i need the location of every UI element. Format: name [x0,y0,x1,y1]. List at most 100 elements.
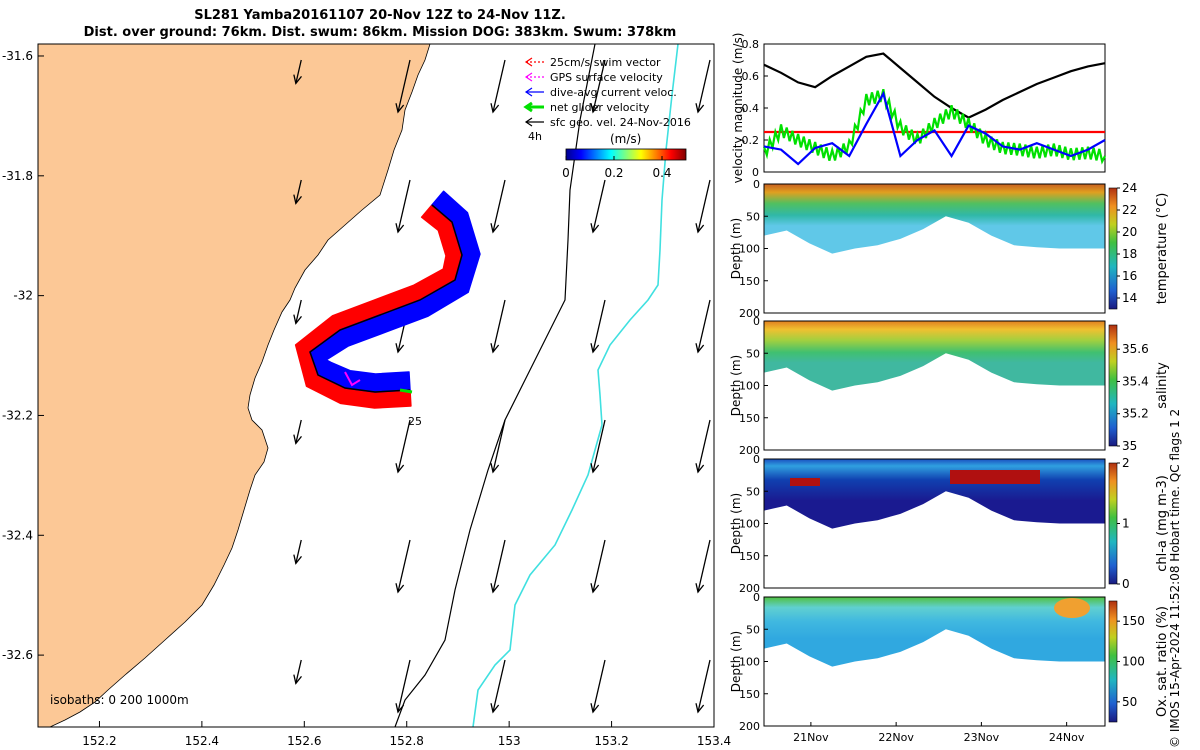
section-ytick-label: 150 [739,550,760,563]
velocity-series-net [762,88,1106,165]
sfc-velocity-arrow-head [395,583,405,594]
section-ytick-label: 150 [739,688,760,701]
section-colorbar-tick-label: 20 [1122,225,1137,239]
sfc-velocity-arrow [295,539,302,564]
figure-title-line1: SL281 Yamba20161107 20-Nov 12Z to 24-Nov… [194,8,566,23]
section-ytick-label: 100 [739,380,760,393]
glider-track-line [309,204,463,393]
isobaths-label: isobaths: 0 200 1000m [50,693,189,707]
sfc-velocity-arrow [592,539,606,593]
sfc-velocity-arrow [397,419,411,473]
section-colorbar-label: Ox. sat. ratio (%) [1155,606,1170,717]
sfc-velocity-arrow-head [695,703,705,714]
chla-high-patch [950,470,990,484]
legend-swatch-head [523,101,533,113]
map-xtick-label: 152.6 [287,734,321,748]
legend-swatch-head [524,117,533,127]
section-ytick-label: 100 [739,243,760,256]
sfc-velocity-arrow-head [695,223,705,234]
chla-high-patch [790,478,820,486]
figure-title-line2: Dist. over ground: 76km. Dist. swum: 86k… [83,25,677,40]
sfc-velocity-arrow [295,299,302,324]
velocity-ytick-label: 0.4 [742,102,760,115]
velocity-ytick-label: 0.6 [742,70,760,83]
section-ytick-label: 50 [746,210,760,223]
section-colorbar-tick-label: 35 [1122,439,1137,453]
map-xtick-label: 153 [498,734,521,748]
section-colorbar-label: chl-a (mg m-3) [1155,475,1170,572]
section-colorbar-tick-label: 100 [1122,655,1145,669]
legend-label: dive-avg current veloc. [550,86,677,99]
colorbar-title: (m/s) [610,132,641,146]
section-colorbar [1108,324,1118,447]
sfc-velocity-arrow-head [695,583,705,594]
sfc-velocity-arrow-head [293,434,302,445]
sfc-velocity-arrow [697,539,711,593]
sfc-velocity-arrow [492,539,506,593]
sfc-velocity-arrow [492,179,506,233]
sfc-velocity-arrow-head [590,463,600,474]
sfc-velocity-arrow [592,299,606,353]
sfc-velocity-arrow [397,179,411,233]
map-xtick-label: 153.2 [594,734,628,748]
section-colorbar-tick-label: 35.6 [1122,342,1149,356]
map-xtick-label: 152.2 [82,734,116,748]
sfc-velocity-arrow-head [395,103,405,114]
sfc-velocity-arrow [592,419,606,473]
track-label: 25 [408,415,422,428]
sfc-velocity-arrow-head [590,103,600,114]
section-colorbar-tick-label: 35.2 [1122,407,1149,421]
sfc-velocity-arrow-head [590,703,600,714]
surface-velocity-arrows [293,59,711,714]
sfc-velocity-arrow-head [395,343,405,354]
section-colorbar-tick-label: 50 [1122,695,1137,709]
sfc-velocity-arrow [697,299,711,353]
section-colorbar-tick-label: 150 [1122,614,1145,628]
section-data-field [764,184,1105,254]
velocity-ytick-label: 0.8 [742,38,760,51]
map-ytick-label: -32 [13,289,33,303]
salinity-section: 0 50 100 150 200 Depth (m) 35 35.2 35.4 35.6 salin… [729,315,1170,457]
section-ytick-label: 0 [753,453,760,466]
sfc-velocity-arrow [295,659,302,684]
sfc-velocity-arrow [295,179,302,204]
sfc-velocity-arrow-head [490,103,500,114]
velocity-series-dive-avg [763,90,1106,166]
chla-section: 0 50 100 150 200 Depth (m) 0 1 2 chl-a (mg m-3) [729,453,1170,595]
time-xtick-label: 23Nov [964,731,1000,744]
sfc-velocity-arrow [397,59,411,113]
sfc-velocity-arrow [592,659,606,713]
legend-swatch-head [524,57,533,67]
legend-label: net glider velocity [550,101,650,114]
section-colorbar-tick-label: 16 [1122,269,1137,283]
section-colorbar-tick-label: 1 [1122,517,1130,531]
section-ylabel: Depth (m) [729,218,743,279]
velocity-ylabel: velocity magnitude (m/s) [731,33,745,184]
section-ytick-label: 0 [753,315,760,328]
section-ylabel: Depth (m) [729,355,743,416]
section-ytick-label: 200 [739,582,760,595]
velocity-panel-frame [763,43,1106,173]
section-ylabel: Depth (m) [729,493,743,554]
section-ytick-label: 50 [746,623,760,636]
section-colorbar-label: salinity [1155,362,1170,409]
section-colorbar-tick-label: 14 [1122,291,1137,305]
section-ytick-label: 200 [739,307,760,320]
net-glider-velocity-mark [399,388,413,394]
sfc-velocity-arrow-head [590,223,600,234]
time-xtick-label: 24Nov [1049,731,1085,744]
sfc-velocity-arrow-head [293,674,302,685]
map-frame [37,43,715,728]
section-ytick-label: 200 [739,444,760,457]
sfc-velocity-arrow [697,419,711,473]
section-ylabel: Depth (m) [729,631,743,692]
map-legend: 25cm/s swim vector GPS surface velocity di… [523,56,691,129]
map-xtick-label: 152.4 [185,734,219,748]
sfc-velocity-arrow-head [590,343,600,354]
time-xtick-label: 21Nov [793,731,829,744]
velocity-ytick-label: 0.2 [742,134,760,147]
section-data-field [764,597,1105,667]
map-ytick-label: -32.6 [2,648,33,662]
sfc-velocity-arrow-head [395,223,405,234]
